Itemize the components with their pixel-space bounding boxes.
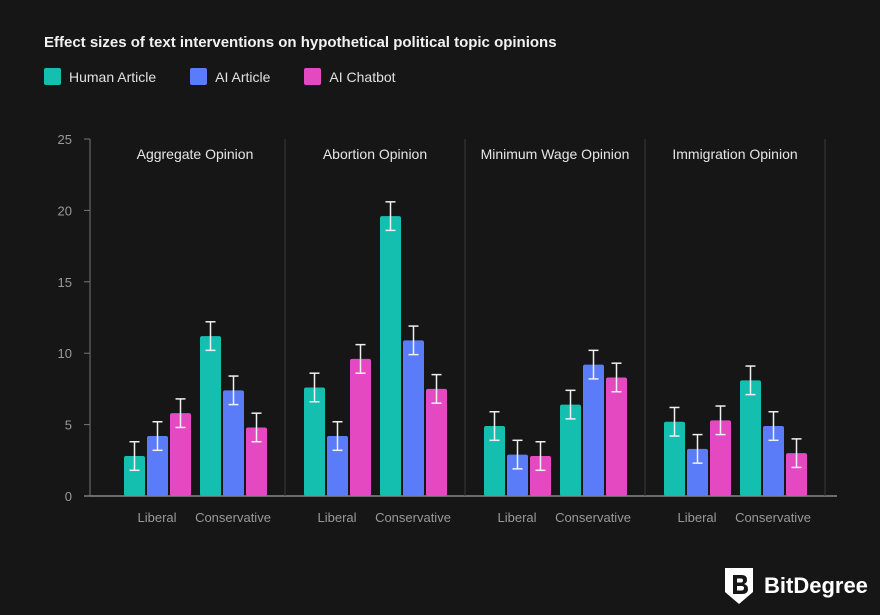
bar-ai-chatbot — [246, 427, 267, 496]
legend-swatch — [190, 68, 208, 85]
bar-ai-chatbot — [606, 377, 627, 496]
bar-ai-article — [763, 426, 784, 496]
y-tick-label: 10 — [58, 346, 72, 361]
bitdegree-shield-icon — [725, 568, 753, 604]
bar-ai-article — [507, 454, 528, 496]
y-tick-label: 20 — [58, 203, 72, 218]
y-tick-label: 15 — [58, 275, 72, 290]
legend-swatch — [304, 68, 322, 85]
bar-human-article — [560, 404, 581, 496]
legend-item-ai-article: AI Article — [190, 68, 270, 85]
bar-human-article — [200, 336, 221, 496]
bar-ai-chatbot — [426, 388, 447, 496]
panel-title: Abortion Opinion — [323, 146, 427, 162]
bar-ai-article — [223, 390, 244, 496]
x-tick-label: Liberal — [317, 510, 356, 525]
legend-label: AI Chatbot — [329, 68, 396, 85]
x-tick-label: Conservative — [195, 510, 271, 525]
bar-ai-chatbot — [170, 413, 191, 496]
x-tick-label: Conservative — [555, 510, 631, 525]
x-tick-label: Conservative — [375, 510, 451, 525]
legend-item-ai-chatbot: AI Chatbot — [304, 68, 396, 85]
bitdegree-logo: BitDegree — [722, 566, 868, 606]
bar-ai-chatbot — [350, 358, 371, 496]
x-tick-label: Liberal — [677, 510, 716, 525]
bar-ai-article — [687, 448, 708, 496]
bar-ai-chatbot — [530, 456, 551, 496]
bar-human-article — [664, 421, 685, 496]
panel-title: Immigration Opinion — [672, 146, 797, 162]
x-tick-label: Conservative — [735, 510, 811, 525]
legend-swatch — [44, 68, 61, 85]
legend-label: AI Article — [215, 68, 271, 85]
bar-ai-article — [327, 436, 348, 496]
bar-ai-article — [583, 364, 604, 496]
bar-human-article — [304, 387, 325, 496]
bar-human-article — [380, 216, 401, 496]
bar-ai-chatbot — [710, 420, 731, 496]
y-tick-label: 0 — [65, 489, 72, 504]
panel-title: Aggregate Opinion — [137, 146, 254, 162]
legend: Human Article AI Article AI Chatbot — [44, 68, 430, 85]
legend-item-human-article: Human Article — [44, 68, 156, 85]
x-tick-label: Liberal — [497, 510, 536, 525]
legend-label: Human Article — [69, 68, 157, 85]
bar-human-article — [124, 456, 145, 496]
x-tick-label: Liberal — [137, 510, 176, 525]
bar-human-article — [484, 426, 505, 496]
chart-title: Effect sizes of text interventions on hy… — [44, 34, 557, 51]
bar-ai-article — [403, 340, 424, 496]
bar-ai-chatbot — [786, 453, 807, 496]
bar-ai-article — [147, 436, 168, 496]
brand-name: BitDegree — [764, 573, 868, 598]
y-tick-label: 25 — [58, 132, 72, 147]
y-tick-label: 5 — [65, 418, 72, 433]
panel-title: Minimum Wage Opinion — [481, 146, 630, 162]
bar-human-article — [740, 380, 761, 496]
